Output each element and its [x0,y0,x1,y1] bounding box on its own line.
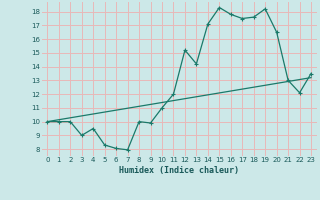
X-axis label: Humidex (Indice chaleur): Humidex (Indice chaleur) [119,166,239,175]
